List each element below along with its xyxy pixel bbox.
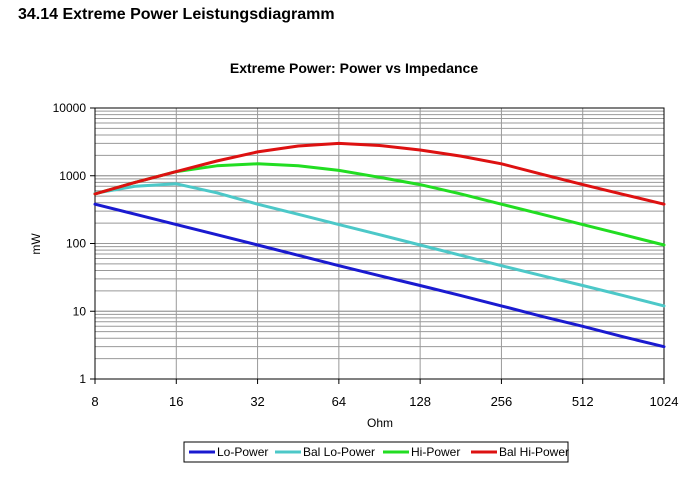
chart-title: Extreme Power: Power vs Impedance [230,60,478,76]
y-tick-label: 10 [73,304,87,318]
legend-box [183,441,569,463]
legend-label: Bal Lo-Power [303,445,375,459]
page-heading: 34.14 Extreme Power Leistungsdiagramm [18,6,335,23]
x-tick-label: 8 [91,394,98,409]
series-line-bal-hi-power [93,141,666,206]
x-axis-label: Ohm [367,416,393,430]
x-tick-label: 64 [332,394,346,409]
legend-label: Hi-Power [411,445,460,459]
x-tick-label: 512 [572,394,594,409]
y-tick-label: 10000 [53,101,87,115]
y-tick-label: 100 [66,237,86,251]
x-tick-label: 16 [169,394,183,409]
series-line-lo-power [93,202,666,349]
grid-layer [94,108,665,380]
y-tick-label: 1 [79,372,86,386]
legend: Lo-Power Bal Lo-Power Hi-Power Bal Hi-Power [183,441,569,463]
x-tick-label: 32 [250,394,264,409]
series-layer [93,141,666,349]
x-tick-label: 128 [409,394,431,409]
legend-label: Lo-Power [217,445,268,459]
y-axis-label: mW [29,233,43,255]
series-line-hi-power [93,162,666,247]
y-tick-label: 1000 [59,169,86,183]
legend-label: Bal Hi-Power [499,445,569,459]
ticks-layer: 8 16 32 64 128 256 512 1024 1 10 100 1000 10000 [53,101,679,409]
x-tick-label: 1024 [650,394,679,409]
x-tick-label: 256 [491,394,513,409]
series-line-bal-lo-power [93,182,666,308]
